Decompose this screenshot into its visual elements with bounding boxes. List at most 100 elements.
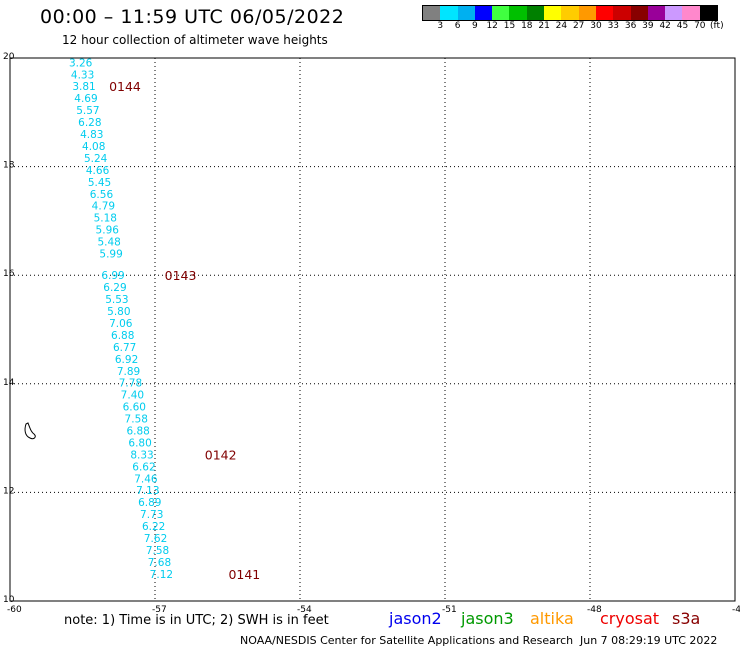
legend-swatch xyxy=(561,6,579,20)
chart-subtitle: 12 hour collection of altimeter wave hei… xyxy=(62,33,328,47)
wave-height-label: 6.62 xyxy=(132,461,155,473)
wave-height-label: 6.92 xyxy=(115,354,138,366)
legend-label: 70 xyxy=(694,21,706,31)
wave-height-label: 5.53 xyxy=(105,294,128,306)
wave-height-label: 7.73 xyxy=(140,509,163,521)
chart-title: 00:00 – 11:59 UTC 06/05/2022 xyxy=(40,6,345,28)
wave-height-label: 7.13 xyxy=(136,485,159,497)
y-tick-label: 16 xyxy=(3,269,15,279)
legend-swatch xyxy=(544,6,562,20)
wave-height-label: 6.80 xyxy=(128,437,151,449)
y-tick-label: 10 xyxy=(3,595,15,605)
legend-swatch xyxy=(440,6,458,20)
legend-label: 21 xyxy=(538,21,550,31)
pass-time-label: 0143 xyxy=(165,268,197,283)
x-tick-label: -45 xyxy=(732,605,740,615)
wave-height-label: 5.48 xyxy=(97,237,120,249)
pass-time-label: 0142 xyxy=(205,447,237,462)
wave-height-label: 5.24 xyxy=(84,153,108,165)
wave-height-label: 7.62 xyxy=(144,533,167,545)
legend-label: 18 xyxy=(521,21,533,31)
wave-height-label: 7.40 xyxy=(121,390,144,402)
wave-height-label: 5.57 xyxy=(76,105,99,117)
legend-swatch xyxy=(699,6,718,20)
wave-height-label: 7.68 xyxy=(148,557,171,569)
wave-height-label: 4.08 xyxy=(82,141,105,153)
legend-swatch xyxy=(423,6,441,20)
wave-height-label: 6.89 xyxy=(138,497,161,509)
legend-unit: (ft) xyxy=(710,21,724,31)
wave-height-label: 6.22 xyxy=(142,521,165,533)
x-tick-label: -51 xyxy=(442,605,457,615)
wave-height-label: 3.81 xyxy=(72,81,95,93)
legend-label: 42 xyxy=(659,21,671,31)
x-tick-label: -48 xyxy=(587,605,602,615)
wave-height-label: 7.58 xyxy=(125,414,148,426)
y-tick-label: 14 xyxy=(3,378,15,388)
wave-height-label: 6.29 xyxy=(103,282,126,294)
wave-height-label: 7.58 xyxy=(146,545,169,557)
legend-label: 36 xyxy=(624,21,637,31)
wave-height-label: 6.56 xyxy=(90,189,114,201)
legend-swatch xyxy=(457,6,475,20)
legend-swatch xyxy=(630,6,648,20)
footer-note: note: 1) Time is in UTC; 2) SWH is in fe… xyxy=(64,613,329,628)
coastline-shape xyxy=(24,422,36,440)
wave-height-label: 3.26 xyxy=(69,57,93,69)
legend-swatch xyxy=(595,6,614,20)
legend-label: 24 xyxy=(555,21,568,31)
wave-height-label: 4.33 xyxy=(71,69,94,81)
wave-height-label: 4.83 xyxy=(80,129,103,141)
wave-height-label: 6.28 xyxy=(78,117,101,129)
legend-swatch xyxy=(509,6,527,20)
wave-height-label: 5.80 xyxy=(107,306,130,318)
wave-height-label: 7.12 xyxy=(150,569,173,581)
legend-label: 45 xyxy=(676,21,689,31)
y-tick-label: 20 xyxy=(3,52,15,62)
footer-credit: NOAA/NESDIS Center for Satellite Applica… xyxy=(240,634,574,647)
legend-label: 33 xyxy=(607,21,620,31)
color-legend xyxy=(422,5,719,21)
legend-label: 39 xyxy=(642,21,654,31)
wave-height-label: 5.96 xyxy=(96,225,120,237)
wave-height-label: 5.18 xyxy=(94,213,117,225)
legend-label: 6 xyxy=(454,21,461,31)
legend-swatch xyxy=(665,6,683,20)
wave-height-label: 4.69 xyxy=(74,93,97,105)
legend-swatch xyxy=(526,6,545,20)
wave-height-label: 8.33 xyxy=(130,449,153,461)
wave-height-label: 4.66 xyxy=(86,165,110,177)
legend-label: 3 xyxy=(437,21,444,31)
legend-swatch xyxy=(647,6,666,20)
wave-height-label: 6.88 xyxy=(126,425,149,437)
wave-height-label: 5.45 xyxy=(88,177,111,189)
satellite-label-jason2: jason2 xyxy=(389,609,442,628)
legend-label: 30 xyxy=(590,21,602,31)
legend-label: 12 xyxy=(486,21,498,31)
legend-swatch xyxy=(613,6,631,20)
legend-label: 9 xyxy=(472,21,478,31)
legend-swatch xyxy=(578,6,596,20)
pass-time-label: 0141 xyxy=(228,567,260,582)
legend-swatch xyxy=(492,6,510,20)
y-tick-label: 18 xyxy=(3,161,15,171)
x-tick-label: -60 xyxy=(7,605,22,615)
wave-height-label: 6.77 xyxy=(113,342,136,354)
plot-frame xyxy=(9,57,736,602)
legend-label: 15 xyxy=(503,21,516,31)
wave-height-label: 6.60 xyxy=(123,402,146,414)
wave-height-label: 5.99 xyxy=(99,248,122,260)
legend-swatch xyxy=(682,6,700,20)
wave-height-label: 6.88 xyxy=(111,330,134,342)
satellite-label-s3a: s3a xyxy=(672,609,701,628)
legend-label: 27 xyxy=(572,21,585,31)
satellite-label-altika: altika xyxy=(530,609,574,628)
y-tick-label: 12 xyxy=(3,486,14,496)
wave-height-label: 4.79 xyxy=(92,201,115,213)
satellite-label-cryosat: cryosat xyxy=(600,609,660,628)
legend-swatch xyxy=(474,6,493,20)
wave-height-label: 7.06 xyxy=(109,318,133,330)
footer-timestamp: Jun 7 08:29:19 UTC 2022 xyxy=(580,634,718,647)
satellite-label-jason3: jason3 xyxy=(461,609,514,628)
